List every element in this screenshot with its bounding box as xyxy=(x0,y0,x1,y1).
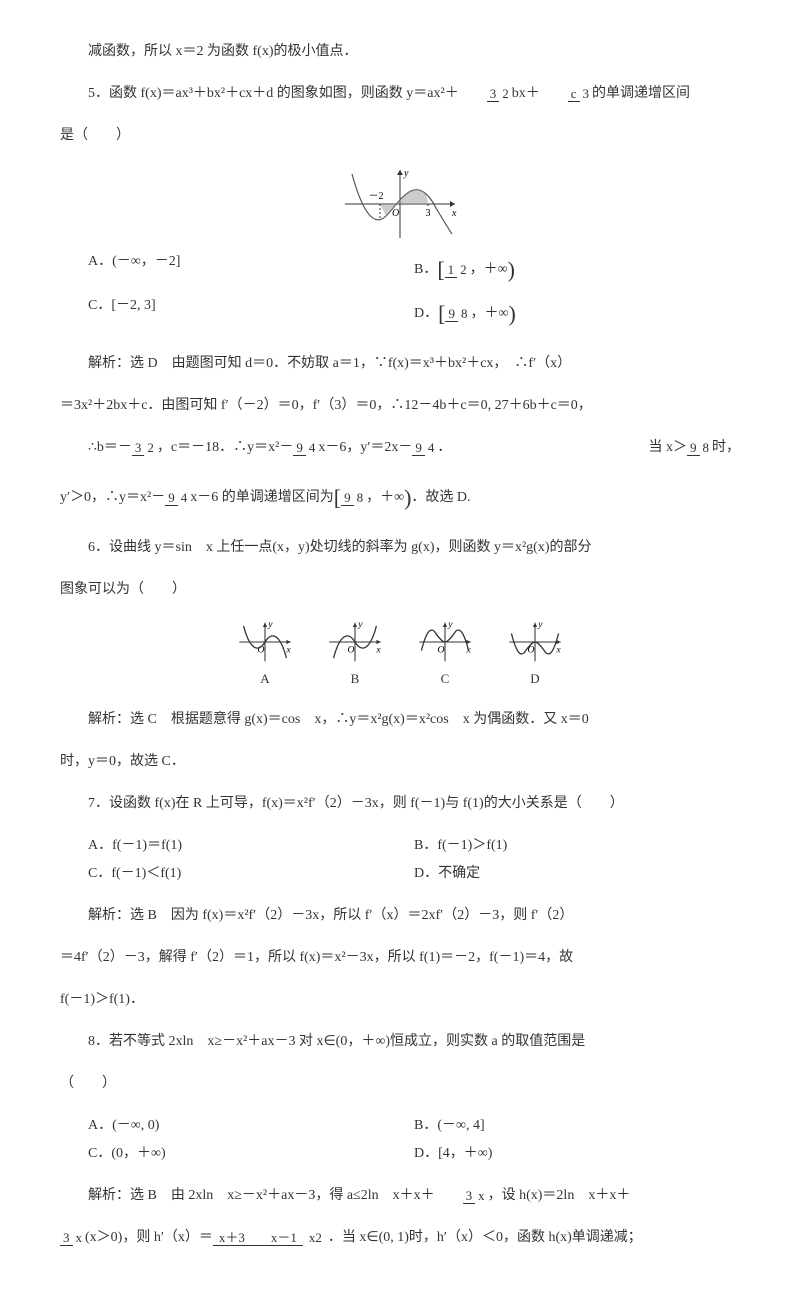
q7-sol2: ＝4f′（2）－3，解得 f′（2）＝1，所以 f(x)＝x²－3x，所以 f(… xyxy=(60,944,740,972)
q6-thumb-a: yxO A xyxy=(235,618,295,692)
q6-stem2: 图象可以为（ ） xyxy=(60,576,740,604)
q8-optC: C．(0，＋∞) xyxy=(88,1140,414,1168)
svg-text:y: y xyxy=(537,619,543,630)
q8-optA: A．(－∞, 0) xyxy=(88,1112,414,1140)
q5-stem-a: 5．函数 f(x)＝ax³＋bx²＋cx＋d 的图象如图，则函数 y＝ax²＋ xyxy=(88,86,459,101)
q8-sol1: 解析：选 B 由 2xln x≥－x²＋ax－3，得 a≤2ln x＋x＋3x，… xyxy=(60,1182,740,1210)
q7-sol1: 解析：选 B 因为 f(x)＝x²f′（2）－3x，所以 f′（x）＝2xf′（… xyxy=(60,902,740,930)
q6-thumb-b: yxO B xyxy=(325,618,385,692)
svg-text:x: x xyxy=(555,645,561,656)
svg-text:y: y xyxy=(267,619,273,630)
q5-sol1: 解析：选 D 由题图可知 d＝0．不妨取 a＝1，∵f(x)＝x³＋bx²＋cx… xyxy=(60,350,740,378)
svg-text:x: x xyxy=(375,645,381,656)
intro-text: 减函数，所以 x＝2 为函数 f(x)的极小值点． xyxy=(60,38,740,66)
q5-row1: A．(－∞，－2] B．[12，＋∞) xyxy=(88,248,740,292)
fig-origin: O xyxy=(392,208,399,219)
q5-stem-c: 的单调递增区间 xyxy=(592,86,690,101)
q5-stem: 5．函数 f(x)＝ax³＋bx²＋cx＋d 的图象如图，则函数 y＝ax²＋3… xyxy=(60,80,740,108)
svg-text:y: y xyxy=(447,619,453,630)
q5-figure: －2 3 y x O xyxy=(60,164,740,244)
svg-text:O: O xyxy=(348,645,355,656)
q8-optB: B．(－∞, 4] xyxy=(414,1112,740,1140)
q6-sol1: 解析：选 C 根据题意得 g(x)＝cos x，∴y＝x²g(x)＝x²cos … xyxy=(60,706,740,734)
fig-xpos: 3 xyxy=(426,208,431,219)
q5-stem-d: 是（ ） xyxy=(60,122,740,150)
q5-stem-b: bx＋ xyxy=(512,86,540,101)
q7-optB: B．f(－1)＞f(1) xyxy=(414,832,740,860)
fig-ylabel: y xyxy=(403,168,409,179)
q8-sol2: 3x(x＞0)，则 h′（x）＝x＋3 x－1x2．当 x∈(0, 1)时，h′… xyxy=(60,1224,740,1252)
q6-sol2: 时，y＝0，故选 C． xyxy=(60,748,740,776)
q8-row1: A．(－∞, 0)B．(－∞, 4] xyxy=(88,1112,740,1140)
frac: 32 xyxy=(459,87,512,101)
fig-xlabel: x xyxy=(451,208,457,219)
q5-optB: B．[12，＋∞) xyxy=(414,248,740,292)
q7-optC: C．f(－1)＜f(1) xyxy=(88,860,414,888)
q5-sol3: ∴b＝－32，c＝－18．∴y＝x²－94x－6，y′＝2x－94． 当 x＞9… xyxy=(60,434,740,462)
svg-text:x: x xyxy=(285,645,291,656)
q6-thumb-c: yxO C xyxy=(415,618,475,692)
q5-optA: A．(－∞，－2] xyxy=(88,248,414,292)
q5-sol2: ＝3x²＋2bx＋c．由图可知 f′（－2）＝0，f′（3）＝0，∴12－4b＋… xyxy=(60,392,740,420)
q6-thumbs: yxO A yxO B yxO C yxO D xyxy=(60,618,740,692)
q7-row1: A．f(－1)＝f(1)B．f(－1)＞f(1) xyxy=(88,832,740,860)
frac: c3 xyxy=(540,87,592,101)
q8-stem1: 8．若不等式 2xln x≥－x²＋ax－3 对 x∈(0，＋∞)恒成立，则实数… xyxy=(60,1028,740,1056)
q7-sol3: f(－1)＞f(1)． xyxy=(60,986,740,1014)
q5-sol4: y′＞0，∴y＝x²－94x－6 的单调递增区间为[98，＋∞)．故选 D. xyxy=(60,476,740,520)
q5-row2: C．[－2, 3] D．[98，＋∞) xyxy=(88,292,740,336)
q7-optD: D．不确定 xyxy=(414,860,740,888)
q7-row2: C．f(－1)＜f(1)D．不确定 xyxy=(88,860,740,888)
q5-optC: C．[－2, 3] xyxy=(88,292,414,336)
q8-row2: C．(0，＋∞)D．[4，＋∞) xyxy=(88,1140,740,1168)
q8-stem2: （ ） xyxy=(60,1070,740,1098)
q5-optD: D．[98，＋∞) xyxy=(414,292,740,336)
fig-xneg: －2 xyxy=(369,191,384,202)
q6-stem1: 6．设曲线 y＝sin x 上任一点(x，y)处切线的斜率为 g(x)，则函数 … xyxy=(60,534,740,562)
q7-stem: 7．设函数 f(x)在 R 上可导，f(x)＝x²f′（2）－3x，则 f(－1… xyxy=(60,790,740,818)
svg-text:y: y xyxy=(357,619,363,630)
q7-optA: A．f(－1)＝f(1) xyxy=(88,832,414,860)
q8-optD: D．[4，＋∞) xyxy=(414,1140,740,1168)
svg-text:O: O xyxy=(438,645,445,656)
q6-thumb-d: yxO D xyxy=(505,618,565,692)
